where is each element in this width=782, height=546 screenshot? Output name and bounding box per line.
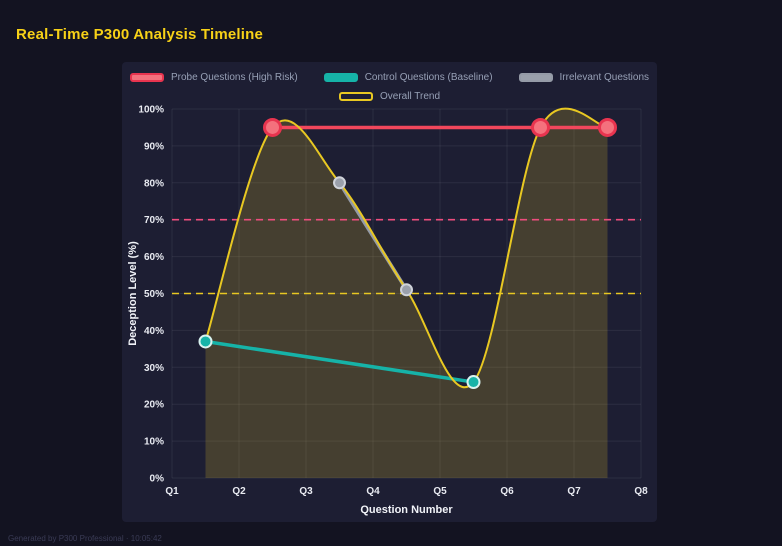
page-title: Real-Time P300 Analysis Timeline bbox=[16, 26, 264, 43]
y-tick-label: 40% bbox=[144, 326, 164, 337]
y-tick-label: 60% bbox=[144, 252, 164, 263]
legend-label-control: Control Questions (Baseline) bbox=[364, 72, 493, 83]
legend-label-probe: Probe Questions (High Risk) bbox=[170, 72, 298, 83]
legend-item-irrelevant[interactable]: Irrelevant Questions bbox=[518, 72, 650, 83]
timeline-chart-svg[interactable]: Q1 Q2 Q3 Q4 Q5 Q6 Q7 Q8 0% 10% 20% 30% 40% 50% 60% 70% 8… bbox=[122, 104, 657, 519]
legend-row-1: Probe Questions (High Risk) Control Quest… bbox=[129, 70, 650, 85]
y-tick-label: 90% bbox=[144, 141, 164, 152]
legend-label-overall: Overall Trend bbox=[379, 91, 441, 102]
x-tick-label: Q7 bbox=[567, 486, 581, 497]
y-tick-label: 10% bbox=[144, 437, 164, 448]
y-tick-label: 0% bbox=[150, 474, 165, 485]
x-tick-label: Q6 bbox=[500, 486, 514, 497]
y-tick-label: 20% bbox=[144, 400, 164, 411]
chart-panel: Probe Questions (High Risk) Control Quest… bbox=[122, 62, 657, 522]
legend-label-irrelevant: Irrelevant Questions bbox=[559, 72, 650, 83]
y-tick-label: 70% bbox=[144, 215, 164, 226]
data-point-probe[interactable] bbox=[598, 117, 617, 137]
footer-watermark: Generated by P300 Professional · 10:05:4… bbox=[8, 534, 162, 543]
x-tick-label: Q5 bbox=[433, 486, 447, 497]
legend-item-control[interactable]: Control Questions (Baseline) bbox=[323, 72, 493, 83]
legend-item-overall[interactable]: Overall Trend bbox=[338, 91, 441, 102]
x-tick-label: Q8 bbox=[634, 486, 648, 497]
data-point-control[interactable] bbox=[198, 334, 213, 349]
data-point-irrelevant[interactable] bbox=[400, 283, 413, 297]
x-tick-label: Q2 bbox=[232, 486, 246, 497]
legend-item-probe[interactable]: Probe Questions (High Risk) bbox=[129, 72, 298, 83]
legend-swatch-control bbox=[323, 73, 358, 82]
x-axis-title: Question Number bbox=[360, 504, 453, 516]
x-tick-label: Q4 bbox=[366, 486, 380, 497]
y-tick-label: 50% bbox=[144, 289, 164, 300]
legend-row-2: Overall Trend bbox=[338, 89, 441, 104]
data-point-probe[interactable] bbox=[263, 117, 282, 137]
x-tick-label: Q3 bbox=[299, 486, 313, 497]
data-point-probe[interactable] bbox=[531, 117, 550, 137]
data-point-control[interactable] bbox=[466, 375, 481, 390]
data-point-irrelevant[interactable] bbox=[333, 176, 346, 190]
series-line-control bbox=[203, 339, 476, 384]
legend-swatch-overall bbox=[338, 92, 373, 101]
y-tick-label: 30% bbox=[144, 363, 164, 374]
legend-swatch-irrelevant bbox=[518, 73, 553, 82]
chart-legend: Probe Questions (High Risk) Control Quest… bbox=[122, 62, 657, 104]
y-axis-title: Deception Level (%) bbox=[127, 241, 139, 346]
y-tick-label: 100% bbox=[138, 105, 164, 116]
legend-swatch-probe bbox=[129, 73, 164, 82]
y-tick-label: 80% bbox=[144, 178, 164, 189]
x-tick-label: Q1 bbox=[165, 486, 179, 497]
